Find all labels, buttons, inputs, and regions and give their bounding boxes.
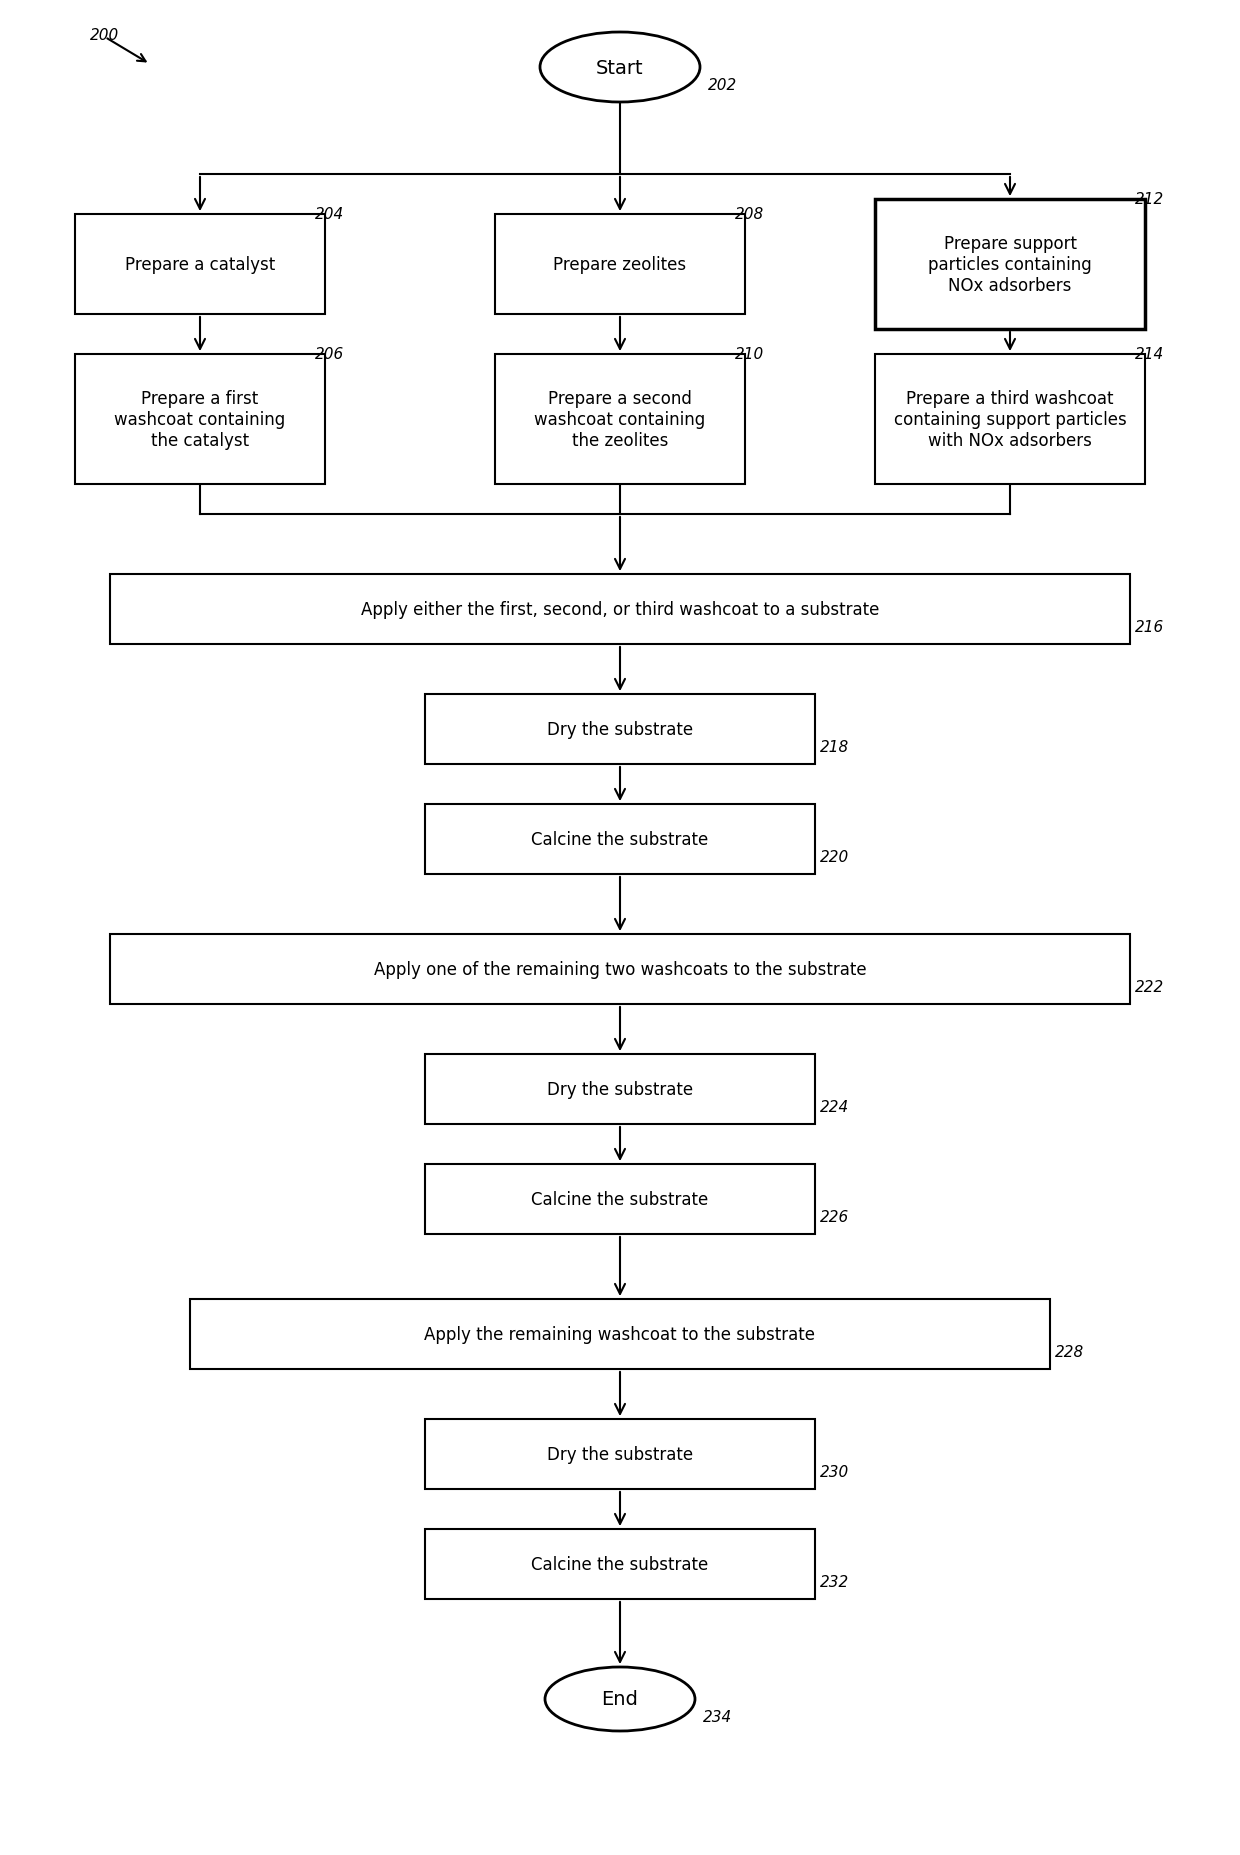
Text: 226: 226 bbox=[820, 1209, 849, 1224]
FancyBboxPatch shape bbox=[425, 1529, 815, 1599]
Text: 232: 232 bbox=[820, 1575, 849, 1590]
Text: Dry the substrate: Dry the substrate bbox=[547, 1445, 693, 1464]
Text: Apply the remaining washcoat to the substrate: Apply the remaining washcoat to the subs… bbox=[424, 1324, 816, 1343]
FancyBboxPatch shape bbox=[875, 200, 1145, 330]
Text: Apply either the first, second, or third washcoat to a substrate: Apply either the first, second, or third… bbox=[361, 601, 879, 620]
Text: 206: 206 bbox=[315, 347, 345, 362]
Text: 216: 216 bbox=[1135, 620, 1164, 634]
FancyBboxPatch shape bbox=[110, 935, 1130, 1004]
Text: Calcine the substrate: Calcine the substrate bbox=[532, 1554, 708, 1573]
FancyBboxPatch shape bbox=[190, 1298, 1050, 1369]
Text: 224: 224 bbox=[820, 1100, 849, 1115]
FancyBboxPatch shape bbox=[425, 1165, 815, 1234]
FancyBboxPatch shape bbox=[425, 694, 815, 764]
FancyBboxPatch shape bbox=[425, 1419, 815, 1490]
FancyBboxPatch shape bbox=[425, 805, 815, 874]
Ellipse shape bbox=[546, 1668, 694, 1731]
Text: 234: 234 bbox=[703, 1708, 733, 1723]
Text: 210: 210 bbox=[735, 347, 764, 362]
Text: Prepare a catalyst: Prepare a catalyst bbox=[125, 256, 275, 275]
Text: Prepare a first
washcoat containing
the catalyst: Prepare a first washcoat containing the … bbox=[114, 390, 285, 449]
Text: Start: Start bbox=[596, 59, 644, 78]
FancyBboxPatch shape bbox=[425, 1054, 815, 1124]
Text: 228: 228 bbox=[1055, 1345, 1084, 1360]
Text: 200: 200 bbox=[91, 28, 119, 43]
Text: Calcine the substrate: Calcine the substrate bbox=[532, 1191, 708, 1208]
FancyBboxPatch shape bbox=[110, 575, 1130, 646]
Text: Prepare a second
washcoat containing
the zeolites: Prepare a second washcoat containing the… bbox=[534, 390, 706, 449]
Text: 214: 214 bbox=[1135, 347, 1164, 362]
FancyBboxPatch shape bbox=[495, 215, 745, 315]
FancyBboxPatch shape bbox=[74, 215, 325, 315]
Text: Prepare a third washcoat
containing support particles
with NOx adsorbers: Prepare a third washcoat containing supp… bbox=[894, 390, 1126, 449]
FancyBboxPatch shape bbox=[74, 354, 325, 484]
FancyBboxPatch shape bbox=[495, 354, 745, 484]
Text: Dry the substrate: Dry the substrate bbox=[547, 1080, 693, 1098]
Text: 212: 212 bbox=[1135, 191, 1164, 208]
Text: 202: 202 bbox=[708, 78, 738, 93]
Ellipse shape bbox=[539, 33, 701, 102]
Text: End: End bbox=[601, 1690, 639, 1708]
Text: 218: 218 bbox=[820, 740, 849, 755]
Text: 208: 208 bbox=[735, 208, 764, 223]
Text: 220: 220 bbox=[820, 850, 849, 864]
Text: Apply one of the remaining two washcoats to the substrate: Apply one of the remaining two washcoats… bbox=[373, 961, 867, 978]
Text: Prepare support
particles containing
NOx adsorbers: Prepare support particles containing NOx… bbox=[928, 236, 1092, 295]
Text: 222: 222 bbox=[1135, 979, 1164, 994]
FancyBboxPatch shape bbox=[875, 354, 1145, 484]
Text: 230: 230 bbox=[820, 1464, 849, 1478]
Text: Prepare zeolites: Prepare zeolites bbox=[553, 256, 687, 275]
Text: 204: 204 bbox=[315, 208, 345, 223]
Text: Dry the substrate: Dry the substrate bbox=[547, 720, 693, 738]
Text: Calcine the substrate: Calcine the substrate bbox=[532, 831, 708, 848]
